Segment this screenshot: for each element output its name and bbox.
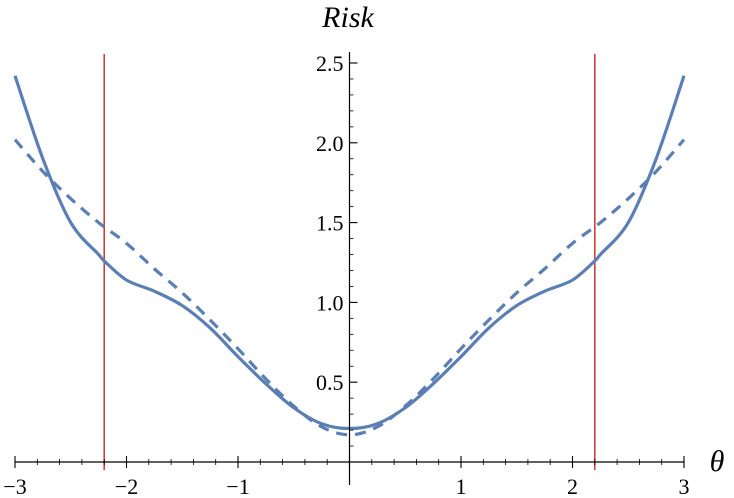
y-tick-label: 0.5	[316, 370, 344, 395]
y-ticks: 0.5 1.0 1.5 2.0 2.5	[316, 51, 358, 447]
x-tick-label: 3	[679, 474, 690, 498]
x-tick-label: −2	[115, 474, 138, 498]
series-line-dashed	[13, 138, 686, 437]
y-axis-title: Risk	[321, 1, 374, 34]
x-axis-title: θ	[710, 445, 725, 478]
x-ticks: −3 −2 −1 1 2 3	[3, 456, 690, 498]
x-tick-label: 2	[567, 474, 578, 498]
y-tick-label: 1.5	[316, 211, 344, 236]
y-tick-label: 2.5	[316, 51, 344, 76]
x-tick-label: −1	[226, 474, 249, 498]
x-tick-label: 1	[456, 474, 467, 498]
x-tick-label: −3	[3, 474, 26, 498]
axes	[15, 52, 684, 485]
y-tick-label: 2.0	[316, 131, 344, 156]
y-tick-label: 1.0	[316, 290, 344, 315]
